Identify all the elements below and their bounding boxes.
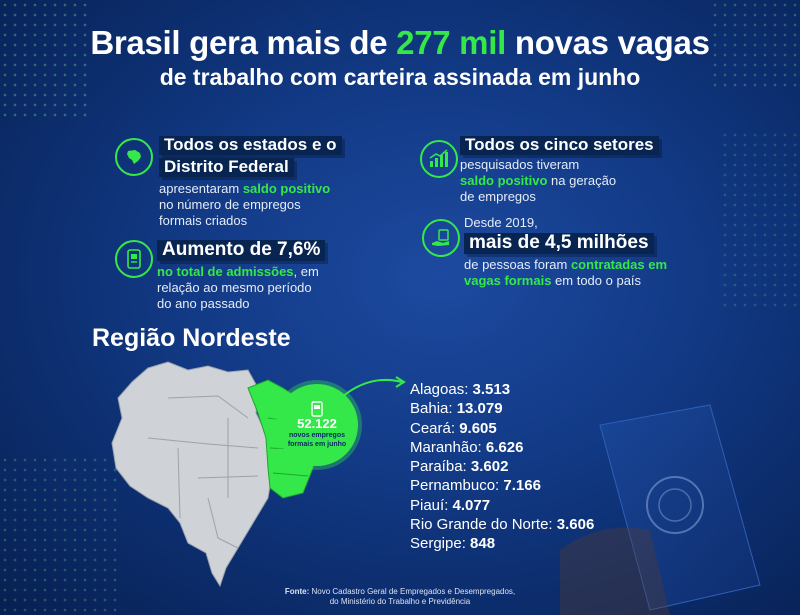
title-highlight: 277 mil [396, 24, 506, 61]
brazil-map-icon [115, 138, 153, 176]
state-row: Paraíba: 3.602 [410, 457, 594, 476]
title-line-1: Brasil gera mais de 277 mil novas vagas [90, 24, 710, 61]
state-row: Maranhão: 6.626 [410, 438, 594, 457]
card-states-heading-2: Distrito Federal [159, 157, 294, 177]
state-name: Alagoas: [410, 381, 473, 398]
document-icon [311, 401, 323, 417]
state-row: Ceará: 9.605 [410, 419, 594, 438]
card-sectors-text: pesquisados tiveram saldo positivo na ge… [460, 157, 617, 204]
bubble-number: 52.122 [297, 416, 337, 431]
map-rest-of-brazil [111, 361, 274, 588]
card-sectors-heading: Todos os cinco setores [460, 135, 659, 155]
state-list: Alagoas: 3.513 Bahia: 13.079 Ceará: 9.605 M… [410, 380, 594, 554]
state-value: 9.605 [459, 419, 497, 437]
state-value: 848 [470, 535, 496, 553]
state-value: 7.166 [503, 477, 541, 495]
state-name: Paraíba: [410, 458, 471, 476]
card-admissions-text: no total de admissões, em relação ao mes… [157, 263, 319, 311]
document-icon [115, 240, 153, 278]
card-admissions-heading: Aumento de 7,6% [157, 239, 326, 261]
bubble-caption-2: formais em junho [287, 441, 347, 448]
state-row: Sergipe: 848 [410, 534, 594, 553]
state-name: Piauí: [410, 496, 453, 514]
title-line-2: de trabalho com carteira assinada em jun… [159, 64, 641, 90]
state-value: 6.626 [485, 438, 524, 456]
state-value: 3.513 [472, 381, 511, 398]
state-row: Bahia: 13.079 [410, 399, 594, 418]
state-name: Bahia: [410, 400, 457, 418]
state-row: Rio Grande do Norte: 3.606 [410, 515, 594, 534]
hand-money-icon [422, 219, 460, 257]
state-value: 13.079 [456, 400, 503, 418]
region-title: Região Nordeste [92, 324, 291, 352]
work-card-image [560, 400, 800, 615]
decor-dots-right [720, 130, 800, 310]
nordeste-total-bubble: 52.122 novos empregos formais em junho [276, 384, 358, 466]
state-value: 4.077 [452, 496, 491, 514]
card-millions-text: de pessoas foram contratadas em vagas fo… [464, 256, 668, 288]
state-row: Pernambuco: 7.166 [410, 476, 594, 495]
source-note: Fonte: Novo Cadastro Geral de Empregados… [284, 587, 516, 606]
card-states-heading-1: Todos os estados e o [159, 135, 342, 155]
card-millions-heading: mais de 4,5 milhões [464, 232, 654, 254]
card-millions-pre: Desde 2019, [464, 215, 538, 230]
state-name: Rio Grande do Norte: [410, 516, 557, 534]
state-name: Maranhão: [410, 438, 486, 456]
state-row: Piauí: 4.077 [410, 496, 594, 515]
state-row: Alagoas: 3.513 [410, 380, 594, 399]
state-name: Sergipe: [410, 535, 471, 553]
growth-chart-icon [420, 140, 458, 178]
page-title: Brasil gera mais de 277 mil novas vagas … [0, 24, 800, 91]
state-name: Pernambuco: [410, 477, 504, 495]
card-states-text: apresentaram saldo positivo no número de… [159, 181, 331, 228]
arrow-right-icon [341, 376, 406, 398]
state-value: 3.602 [470, 458, 509, 476]
bubble-caption-1: novos empregos [288, 432, 345, 439]
state-value: 3.606 [556, 516, 595, 534]
state-name: Ceará: [410, 419, 460, 437]
